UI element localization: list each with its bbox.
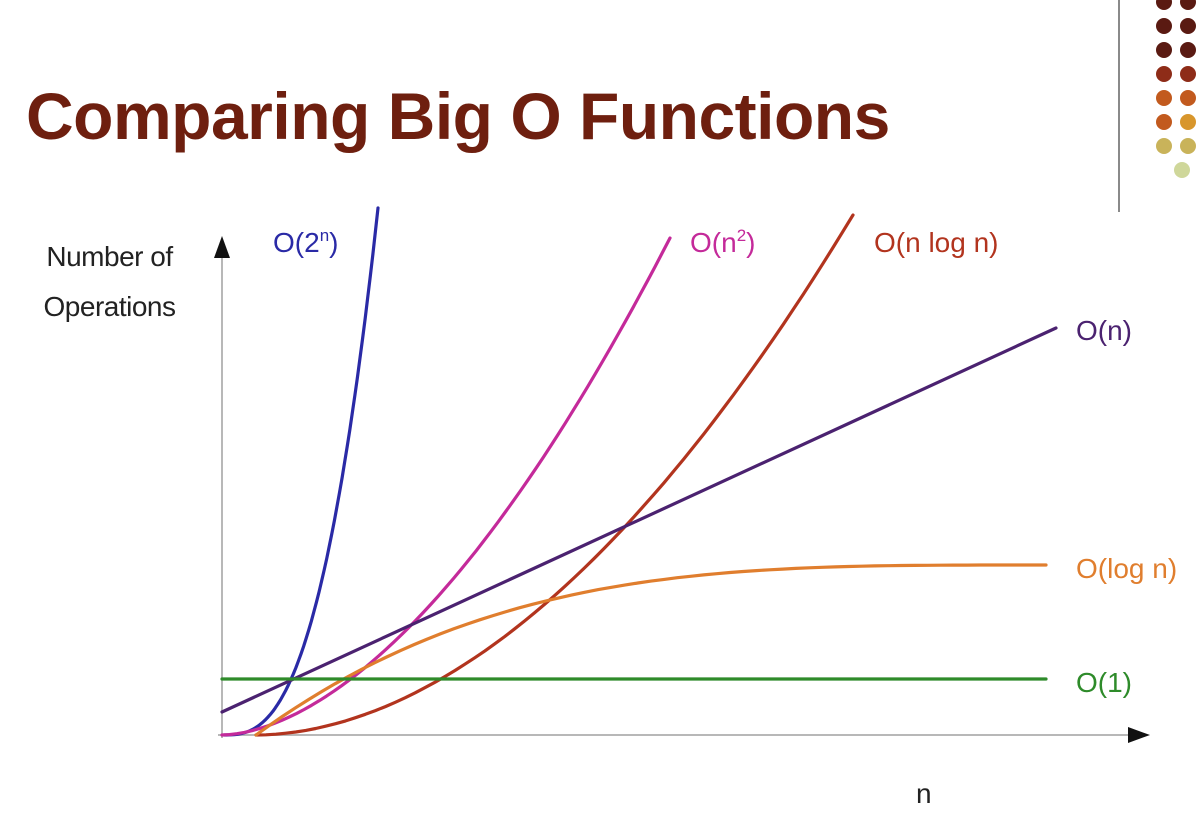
- decorative-dot: [1180, 114, 1196, 130]
- decorative-dot: [1156, 90, 1172, 106]
- y-axis-label: Number of Operations: [43, 241, 176, 322]
- decorative-dot: [1156, 114, 1172, 130]
- series-label-4: O(log n): [1076, 553, 1177, 584]
- series-labels: O(2n) O(n2) O(n log n) O(n) O(log n) O(1): [273, 226, 1177, 698]
- series-line-3: [220, 326, 1058, 714]
- series-line-1: [220, 236, 672, 737]
- slide-title: Comparing Big O Functions: [26, 79, 890, 153]
- decorative-dot-grid: [1126, 0, 1204, 190]
- decorative-dot: [1156, 18, 1172, 34]
- x-axis-label: n: [916, 778, 932, 809]
- series-label-5: O(1): [1076, 667, 1132, 698]
- decorative-dot: [1180, 138, 1196, 154]
- decorative-divider: [1118, 0, 1120, 212]
- decorative-dot: [1180, 18, 1196, 34]
- decorative-dot: [1180, 66, 1196, 82]
- series-lines: [220, 206, 1058, 737]
- y-axis-arrowhead: [214, 236, 230, 258]
- series-line-4: [254, 563, 1048, 737]
- series-label-3: O(n): [1076, 315, 1132, 346]
- decorative-dot: [1174, 162, 1190, 178]
- series-line-0: [222, 206, 380, 737]
- x-axis-arrowhead: [1128, 727, 1150, 743]
- decorative-dot: [1156, 0, 1172, 10]
- decorative-dot: [1180, 90, 1196, 106]
- decorative-dot: [1156, 138, 1172, 154]
- decorative-dot: [1180, 0, 1196, 10]
- series-label-2: O(n log n): [874, 227, 999, 258]
- decorative-dot: [1156, 66, 1172, 82]
- decorative-dot: [1180, 42, 1196, 58]
- series-label-0: O(2n): [273, 226, 338, 258]
- decorative-dot: [1156, 42, 1172, 58]
- series-label-1: O(n2): [690, 226, 755, 258]
- series-line-2: [254, 213, 855, 737]
